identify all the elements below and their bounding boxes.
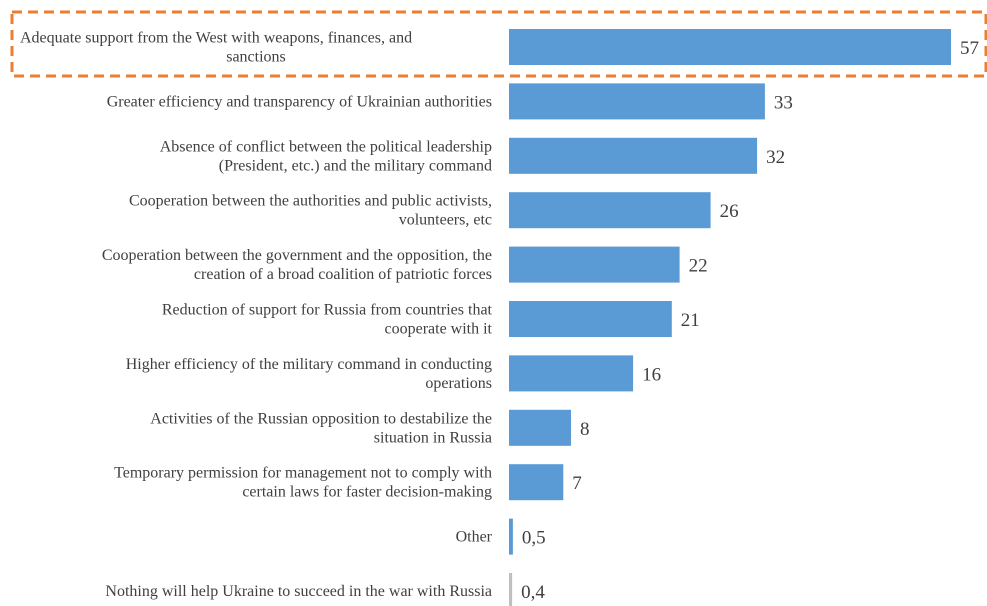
bar xyxy=(509,409,571,446)
category-label: certain laws for faster decision-making xyxy=(242,484,492,501)
category-label: Temporary permission for management not … xyxy=(114,465,492,482)
category-label: Cooperation between the government and t… xyxy=(102,247,492,264)
category-label: cooperate with it xyxy=(384,321,492,338)
value-label: 21 xyxy=(681,310,700,331)
category-label: Nothing will help Ukraine to succeed in … xyxy=(105,583,492,600)
category-label: creation of a broad coalition of patriot… xyxy=(194,266,492,283)
category-label: volunteers, etc xyxy=(399,212,492,229)
bar xyxy=(509,29,951,65)
category-label: (President, etc.) and the military comma… xyxy=(219,157,492,174)
bar xyxy=(509,464,564,501)
category-label: Activities of the Russian opposition to … xyxy=(150,410,492,427)
bar xyxy=(509,518,513,555)
category-label: Cooperation between the authorities and … xyxy=(129,193,492,210)
category-label: situation in Russia xyxy=(374,429,492,446)
category-label: Absence of conflict between the politica… xyxy=(160,138,492,155)
category-label: Reduction of support for Russia from cou… xyxy=(162,302,493,319)
value-label: 8 xyxy=(580,419,590,440)
bar xyxy=(509,246,680,283)
value-label: 0,5 xyxy=(522,528,546,549)
value-label: 7 xyxy=(572,473,582,494)
category-label: Greater efficiency and transparency of U… xyxy=(107,93,492,110)
bar xyxy=(509,137,758,174)
category-label: Other xyxy=(456,529,493,546)
value-label: 32 xyxy=(766,147,785,168)
bar xyxy=(509,192,711,229)
bar xyxy=(509,301,672,337)
bar xyxy=(509,573,513,606)
category-label: Higher efficiency of the military comman… xyxy=(126,356,492,373)
value-label: 26 xyxy=(720,201,739,222)
category-label: sanctions xyxy=(226,49,286,66)
bar xyxy=(509,83,765,120)
value-label: 16 xyxy=(642,364,661,385)
category-label: operations xyxy=(425,375,492,392)
highlight-box xyxy=(10,10,987,78)
bar xyxy=(509,355,634,392)
value-label: 0,4 xyxy=(521,582,545,603)
category-label: Adequate support from the West with weap… xyxy=(20,30,412,47)
value-label: 22 xyxy=(689,256,708,277)
value-label: 57 xyxy=(960,38,979,59)
value-label: 33 xyxy=(774,92,793,113)
